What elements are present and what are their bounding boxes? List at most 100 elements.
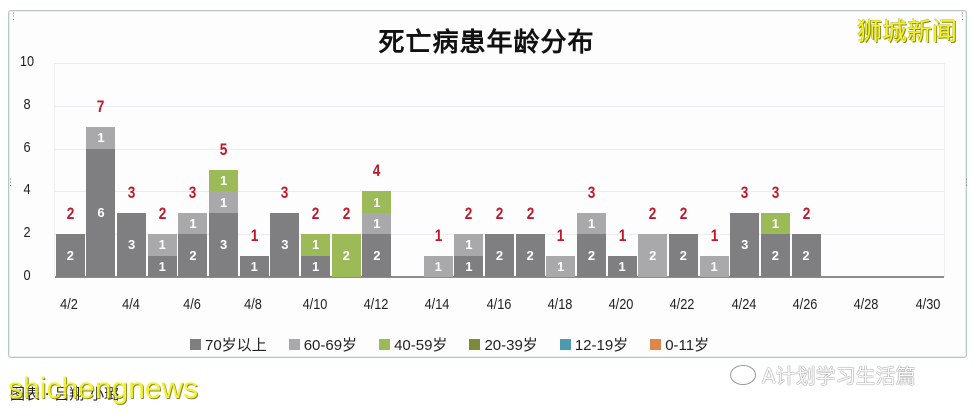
bar-total-label: 4	[373, 161, 381, 181]
x-axis-line	[55, 276, 944, 278]
bar-total-label: 1	[618, 225, 626, 245]
bar-4/14[interactable]: 1	[423, 255, 453, 277]
bar-4/17[interactable]: 2	[515, 234, 545, 277]
bar-segment-60-69: 1	[546, 255, 576, 277]
legend-label: 20-39岁	[484, 337, 538, 354]
x-tick-label: 4/8	[244, 296, 263, 313]
legend: 70岁以上 60-69岁 40-59岁 20-39岁 12-19岁 0-11岁	[190, 334, 709, 355]
bar-4/26[interactable]: 2	[791, 234, 821, 277]
legend-item-20-39[interactable]: 20-39岁	[469, 334, 538, 355]
bar-segment-60-69: 2	[638, 234, 668, 277]
resize-handle-top-right[interactable]: ⋮	[958, 12, 967, 22]
account-watermark: A计划学习生活篇	[730, 360, 916, 389]
chart-frame	[8, 10, 967, 358]
bar-4/11[interactable]: 2	[331, 234, 361, 277]
bar-4/8[interactable]: 1	[239, 255, 269, 277]
bar-segment-70+: 2	[362, 234, 392, 277]
bar-total-label: 3	[771, 182, 780, 202]
bar-total-label: 1	[557, 225, 565, 245]
x-tick-label: 4/16	[486, 296, 511, 313]
account-name: A计划学习生活篇	[762, 364, 916, 388]
bar-total-label: 2	[495, 204, 504, 224]
bar-segment-70+: 2	[668, 234, 698, 277]
x-tick-label: 4/2	[60, 296, 79, 313]
chart-title: 死亡病患年龄分布	[378, 28, 595, 58]
bar-4/2[interactable]: 2	[55, 234, 85, 277]
x-tick-label: 4/4	[121, 296, 140, 313]
x-tick-label: 4/6	[183, 296, 201, 313]
bar-segment-70+: 1	[301, 255, 331, 277]
resize-handle-right[interactable]: ⋮	[962, 178, 971, 188]
bar-4/22[interactable]: 2	[668, 234, 698, 277]
legend-swatch-icon	[559, 339, 571, 350]
bar-4/20[interactable]: 1	[607, 255, 637, 277]
gridline	[55, 191, 944, 193]
bar-4/21[interactable]: 2	[638, 234, 668, 277]
chart-caption: 图表 · 吕翔 小璐	[10, 385, 120, 403]
gridline	[55, 105, 944, 107]
bar-segment-40-59: 1	[362, 191, 392, 213]
bar-segment-60-69: 1	[178, 212, 208, 235]
bar-segment-40-59: 1	[209, 170, 239, 192]
bar-4/4[interactable]: 3	[117, 212, 147, 277]
bar-total-label: 3	[127, 182, 136, 202]
bar-segment-70+: 2	[485, 234, 514, 277]
x-tick-label: 4/26	[792, 296, 818, 313]
bar-4/18[interactable]: 1	[546, 255, 576, 277]
bar-segment-60-69: 1	[209, 191, 239, 213]
brand-watermark: 狮城新闻	[856, 17, 957, 46]
bar-segment-70+: 3	[270, 212, 300, 277]
legend-label: 40-59岁	[394, 337, 448, 354]
bar-segment-70+: 3	[730, 212, 760, 277]
y-tick-label: 8	[23, 95, 31, 113]
bar-4/23[interactable]: 1	[699, 255, 729, 277]
legend-item-0-11[interactable]: 0-11岁	[650, 334, 709, 355]
y-tick-label: 0	[23, 267, 31, 284]
gridline	[55, 148, 944, 150]
bar-total-label: 3	[281, 182, 289, 202]
bar-total-label: 2	[648, 204, 657, 224]
bar-4/24[interactable]: 3	[730, 212, 760, 277]
bar-segment-60-69: 1	[86, 127, 116, 149]
legend-label: 70岁以上	[205, 337, 267, 354]
bar-segment-70+: 2	[576, 234, 606, 277]
x-tick-label: 4/20	[608, 296, 634, 313]
bar-segment-40-59: 2	[331, 234, 361, 277]
resize-handle-left[interactable]: ⋮	[6, 178, 15, 188]
bar-segment-70+: 2	[178, 234, 208, 277]
legend-swatch-icon	[650, 339, 662, 350]
legend-item-40-59[interactable]: 40-59岁	[379, 334, 447, 355]
bar-segment-70+: 1	[239, 255, 269, 277]
bar-segment-70+: 6	[86, 148, 116, 277]
bar-segment-70+: 2	[55, 234, 85, 277]
bar-4/9[interactable]: 3	[270, 212, 300, 277]
bar-segment-70+: 3	[117, 212, 147, 277]
bar-4/16[interactable]: 2	[485, 234, 514, 277]
wechat-icon	[730, 364, 756, 385]
bar-segment-70+: 1	[147, 255, 177, 277]
x-tick-label: 4/10	[302, 296, 327, 313]
bar-total-label: 2	[465, 204, 473, 224]
bar-total-label: 1	[434, 225, 442, 245]
legend-item-70+[interactable]: 70岁以上	[190, 334, 267, 355]
bar-segment-60-69: 1	[454, 234, 484, 256]
legend-item-60-69[interactable]: 60-69岁	[288, 334, 358, 355]
legend-label: 60-69岁	[303, 337, 358, 354]
legend-item-12-19[interactable]: 12-19岁	[559, 334, 628, 355]
bar-total-label: 3	[189, 182, 197, 202]
resize-handle-top-left[interactable]: ⋮	[9, 12, 18, 22]
bar-segment-40-59: 1	[760, 212, 790, 235]
gridline	[55, 63, 944, 64]
y-tick-label: 4	[23, 181, 31, 199]
x-tick-label: 4/28	[853, 296, 879, 313]
